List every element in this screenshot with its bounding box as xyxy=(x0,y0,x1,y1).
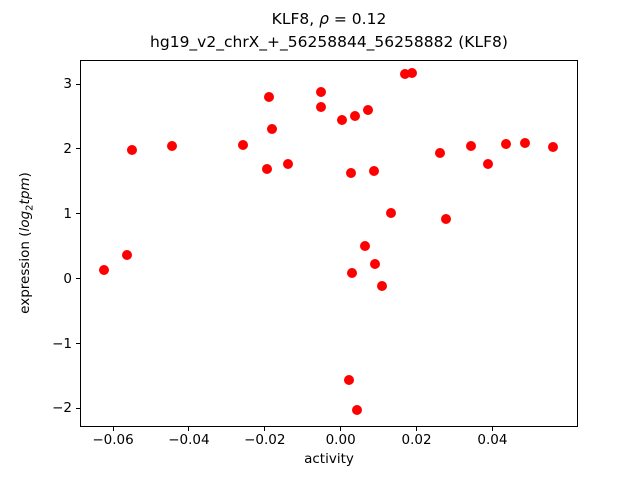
ylabel-prefix: expression ( xyxy=(17,231,33,314)
ylabel-log-word: log xyxy=(17,210,33,232)
data-point xyxy=(346,267,357,278)
data-point xyxy=(362,104,373,115)
data-point xyxy=(359,241,370,252)
x-tick-mark xyxy=(188,427,190,431)
y-tick-mark xyxy=(76,343,80,345)
data-point xyxy=(166,141,177,152)
y-tick-label: 3 xyxy=(63,76,72,92)
data-point xyxy=(315,102,326,113)
title-prefix: KLF8, xyxy=(271,10,320,28)
data-point xyxy=(122,249,133,260)
y-tick-mark xyxy=(76,148,80,150)
y-tick-mark xyxy=(76,278,80,280)
data-point xyxy=(547,141,558,152)
x-tick-label: 0.02 xyxy=(401,432,432,448)
data-point xyxy=(282,158,293,169)
y-tick-mark xyxy=(76,83,80,85)
data-point xyxy=(466,140,477,151)
x-tick-mark xyxy=(340,427,342,431)
x-tick-mark xyxy=(416,427,418,431)
x-tick-label: 0.04 xyxy=(477,432,508,448)
data-point xyxy=(501,138,512,149)
data-point xyxy=(386,207,397,218)
y-tick-label: 0 xyxy=(63,270,72,287)
y-tick-mark xyxy=(76,213,80,215)
x-axis-label: activity xyxy=(304,451,354,467)
data-point xyxy=(238,140,249,150)
data-point xyxy=(351,404,362,415)
x-tick-label: −0.06 xyxy=(92,432,134,448)
data-point xyxy=(343,374,354,385)
data-point xyxy=(127,145,138,156)
data-point xyxy=(520,138,531,149)
y-tick-label: 2 xyxy=(63,140,72,157)
ylabel-tpm-word: tpm xyxy=(17,177,33,205)
data-point xyxy=(316,86,327,97)
data-point xyxy=(435,148,446,159)
ylabel-suffix: ) xyxy=(17,172,33,178)
data-point xyxy=(98,264,109,275)
data-point xyxy=(400,68,411,79)
y-axis-label: expression (log2tpm) xyxy=(17,172,36,314)
ylabel-log-subscript: 2 xyxy=(24,204,36,211)
data-point xyxy=(261,164,272,175)
x-tick-mark xyxy=(264,427,266,431)
data-point xyxy=(441,213,452,224)
y-tick-label: −2 xyxy=(52,400,72,417)
data-point xyxy=(369,165,380,176)
data-point xyxy=(346,167,357,178)
data-point xyxy=(337,114,348,125)
x-tick-label: 0.00 xyxy=(325,432,356,448)
y-tick-label: −1 xyxy=(52,335,72,352)
data-point xyxy=(266,123,277,134)
x-tick-label: −0.04 xyxy=(168,432,210,448)
data-point xyxy=(369,259,380,270)
data-point xyxy=(264,91,275,102)
y-tick-label: 1 xyxy=(63,205,72,222)
data-point xyxy=(376,280,387,291)
data-point xyxy=(483,159,494,170)
x-tick-mark xyxy=(491,427,493,431)
plot-area xyxy=(80,60,578,427)
data-point xyxy=(406,67,417,78)
title-suffix: = 0.12 xyxy=(328,10,387,28)
x-tick-mark xyxy=(112,427,114,431)
title-rho-symbol: ρ xyxy=(319,10,329,28)
x-tick-label: −0.02 xyxy=(244,432,286,448)
plot-subtitle: hg19_v2_chrX_+_56258844_56258882 (KLF8) xyxy=(150,33,508,51)
data-point xyxy=(350,110,361,121)
y-tick-mark xyxy=(76,407,80,409)
plot-title: KLF8, ρ = 0.12 xyxy=(80,10,578,28)
